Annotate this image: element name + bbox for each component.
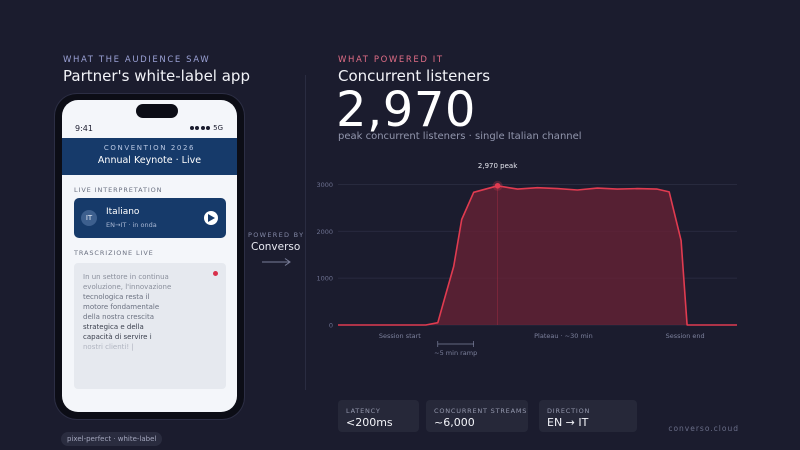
phone-notch [136,104,178,118]
live-dot-icon [213,271,218,276]
transcript-line: evoluzione, l'innovazione [83,283,172,291]
interp-section-label: LIVE INTERPRETATION [74,186,163,194]
x-label-plateau: Plateau · ~30 min [534,332,593,340]
language-channel-card[interactable]: IT Italiano EN→IT · in onda [74,198,226,238]
powered-by-label: POWERED BY [248,231,305,239]
peak-listeners-number: 2,970 [336,82,476,138]
stat-value: <200ms [346,416,393,429]
audience-eyebrow: WHAT THE AUDIENCE SAW [63,55,211,65]
phone-screen: 9:41 5G CONVENTION 2026 Annual Keynote ·… [62,100,237,412]
event-banner: CONVENTION 2026 Annual Keynote · Live [62,138,237,175]
domain-label: converso.cloud [668,424,739,433]
powered-by-brand: Converso [251,241,301,253]
x-label-session-start: Session start [379,332,421,340]
section-divider [305,75,306,390]
series-line [338,185,737,326]
powered-eyebrow: WHAT POWERED IT [338,55,444,65]
x-label-session-end: Session end [666,332,705,340]
y-tick-label: 3000 [316,181,333,189]
event-eyebrow: CONVENTION 2026 [103,144,196,152]
y-tick-label: 2000 [316,228,333,236]
peak-point [494,182,501,189]
arrow-right-icon [262,258,291,266]
feature-tag: pixel-perfect · white-label [61,432,163,446]
stat-card-streams: CONCURRENT STREAMS ~6,000 [426,400,528,432]
language-status: EN→IT · in onda [106,221,157,229]
transcript-section-label: TRASCRIZIONE LIVE [74,249,154,257]
series-area [338,185,737,325]
stat-value: ~6,000 [434,416,475,429]
transcript-line: strategica e della [83,323,144,331]
transcript-line: nostri clienti! | [83,343,134,351]
play-icon [208,214,215,222]
stat-card-direction: DIRECTION EN → IT [539,400,637,432]
transcript-line: tecnologica resta il [83,293,150,301]
live-transcript: In un settore in continua evoluzione, l'… [74,263,226,389]
status-time: 9:41 [75,124,93,133]
audience-title: Partner's white-label app [63,67,250,85]
chart-heading: Concurrent listeners [338,67,491,85]
transcript-line: della nostra crescita [83,313,155,321]
play-button[interactable] [204,211,218,225]
signal-icon [189,126,211,130]
stat-label: CONCURRENT STREAMS [434,407,528,415]
transcript-line: capacità di servire i [83,333,152,341]
concurrent-listeners-chart: 0 1000 2000 3000 2,970 peak Session start Plat… [316,162,737,357]
transcript-text: In un settore in continua evoluzione, l'… [83,272,203,352]
ramp-label: ~5 min ramp [434,349,477,357]
stat-card-latency: LATENCY <200ms [338,400,419,432]
stat-label: LATENCY [346,407,381,415]
y-tick-label: 1000 [316,275,333,283]
peak-label: 2,970 peak [478,162,518,170]
peak-listeners-caption: peak concurrent listeners · single Itali… [338,131,582,142]
status-signal: 5G [189,124,223,132]
phone-mockup: 9:41 5G CONVENTION 2026 Annual Keynote ·… [55,94,244,419]
event-title: Annual Keynote · Live [97,155,202,166]
language-badge: IT [81,210,97,226]
transcript-line: In un settore in continua [83,273,169,281]
transcript-line: motore fondamentale [83,303,160,311]
stat-value: EN → IT [547,416,589,429]
y-tick-label: 0 [329,322,333,330]
stat-label: DIRECTION [547,407,591,415]
language-name: Italiano [106,207,140,217]
network-type: 5G [213,124,223,132]
